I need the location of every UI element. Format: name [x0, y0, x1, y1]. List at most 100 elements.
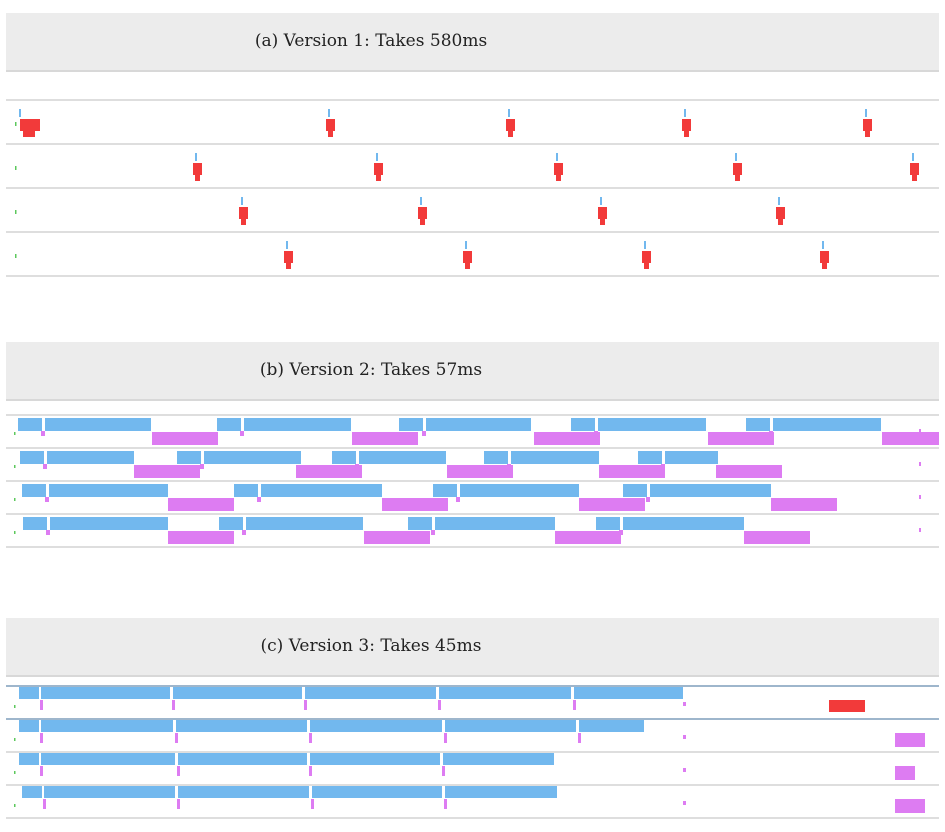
transfer-block [735, 175, 740, 181]
compute-block [312, 786, 442, 798]
transfer-block [376, 175, 381, 181]
transfer-block [382, 498, 448, 511]
compute-block [465, 241, 467, 249]
transfer-block [556, 175, 561, 181]
compute-block [445, 720, 576, 732]
transfer-block [661, 464, 665, 469]
panel-header: (c) Version 3: Takes 45ms [6, 618, 939, 677]
transfer-block [465, 263, 470, 269]
compute-block [178, 786, 309, 798]
compute-block [310, 753, 440, 765]
transfer-block [177, 799, 180, 809]
panel-version-3: (c) Version 3: Takes 45ms [6, 618, 939, 826]
transfer-block [422, 431, 426, 436]
transfer-block [573, 700, 576, 710]
transfer-block [355, 464, 359, 469]
compute-block [19, 753, 39, 765]
timeline-version-1 [6, 99, 939, 277]
transfer-block [769, 431, 773, 436]
lane-start-marker [14, 705, 16, 708]
transfer-block [555, 531, 621, 544]
panel-header: (a) Version 1: Takes 580ms [6, 13, 939, 72]
transfer-block [771, 498, 837, 511]
transfer-block [912, 175, 917, 181]
transfer-block [919, 429, 921, 433]
compute-block [484, 451, 508, 464]
compute-block [22, 484, 46, 497]
compute-block [50, 517, 168, 530]
transfer-block [447, 465, 513, 478]
transfer-block [594, 431, 598, 436]
transfer-block [822, 263, 827, 269]
transfer-block [744, 531, 810, 544]
transfer-block [598, 207, 607, 219]
transfer-block [40, 700, 43, 710]
transfer-block [778, 219, 783, 225]
transfer-block [23, 131, 35, 137]
transfer-block [708, 432, 774, 445]
compute-block [735, 153, 737, 161]
compute-block [217, 418, 241, 431]
compute-block [22, 786, 42, 798]
transfer-block [241, 219, 246, 225]
transfer-block [919, 462, 921, 466]
compute-block [600, 197, 602, 205]
transfer-block [895, 799, 925, 813]
panel-title: (c) Version 3: Takes 45ms [260, 636, 482, 656]
transfer-block [683, 768, 686, 772]
transfer-block [507, 464, 511, 469]
compute-block [19, 109, 21, 117]
transfer-block [296, 465, 362, 478]
lane-start-marker [14, 465, 16, 468]
compute-block [20, 451, 44, 464]
lane-start-marker [15, 210, 17, 214]
panel-title: (b) Version 2: Takes 57ms [259, 360, 483, 380]
transfer-block [168, 498, 234, 511]
transfer-block [919, 495, 921, 499]
transfer-block [309, 766, 312, 776]
compute-block [376, 153, 378, 161]
compute-block [41, 753, 175, 765]
transfer-block [644, 263, 649, 269]
transfer-block [45, 497, 49, 502]
transfer-block [420, 219, 425, 225]
compute-block [439, 687, 571, 699]
lane-start-marker [14, 498, 16, 501]
compute-block [574, 687, 683, 699]
transfer-block [554, 163, 563, 175]
transfer-block [200, 464, 204, 469]
compute-block [433, 484, 457, 497]
transfer-block [829, 700, 865, 712]
transfer-block [683, 702, 686, 706]
transfer-block [456, 497, 460, 502]
transfer-block [895, 766, 915, 780]
transfer-block [328, 131, 333, 137]
transfer-block [364, 531, 430, 544]
compute-block [596, 517, 620, 530]
compute-block [18, 418, 42, 431]
transfer-block [600, 219, 605, 225]
lane-start-marker [14, 432, 16, 435]
timeline-version-3 [6, 685, 939, 819]
compute-block [310, 720, 442, 732]
compute-block [623, 517, 744, 530]
panel-version-2: (b) Version 2: Takes 57ms [6, 342, 939, 562]
compute-block [23, 517, 47, 530]
transfer-block [683, 735, 686, 739]
compute-block [435, 517, 555, 530]
transfer-block [682, 119, 691, 131]
transfer-block [352, 432, 418, 445]
compute-block [234, 484, 258, 497]
transfer-block [195, 175, 200, 181]
transfer-block [463, 251, 472, 263]
compute-block [638, 451, 662, 464]
compute-block [865, 109, 867, 117]
compute-block [445, 786, 557, 798]
transfer-block [40, 766, 43, 776]
transfer-block [444, 733, 447, 743]
compute-block [746, 418, 770, 431]
transfer-block [919, 528, 921, 532]
transfer-block [168, 531, 234, 544]
transfer-block [240, 431, 244, 436]
transfer-block [534, 432, 600, 445]
